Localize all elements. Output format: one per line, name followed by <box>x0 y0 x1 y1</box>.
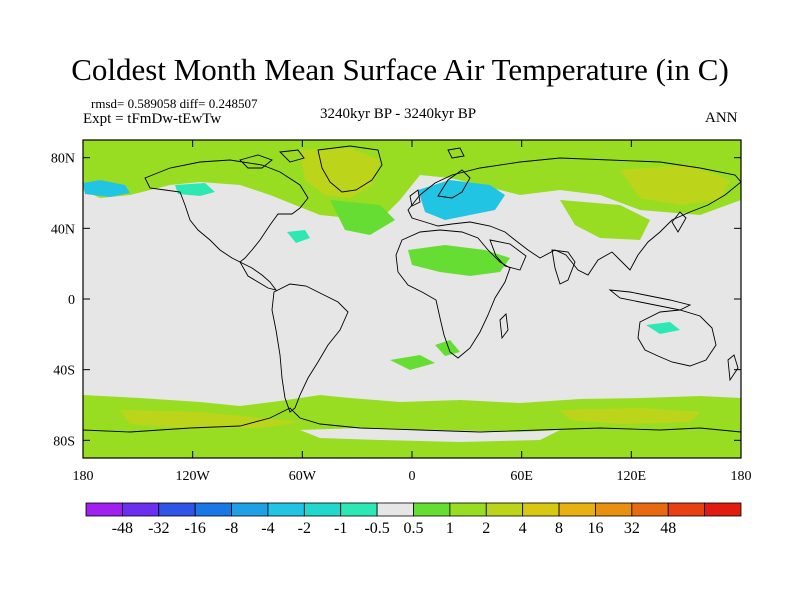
colorbar-label: 1 <box>446 520 454 537</box>
stats-text: rmsd= 0.589058 diff= 0.248507 <box>91 96 258 111</box>
map-panel: 180 120W 60W 0 60E 120E 180 80N 40N 0 40S 80S <box>51 139 752 484</box>
colorbar-swatch <box>485 502 524 517</box>
central-america-coastline <box>238 260 278 291</box>
antarctic-east-warming <box>560 408 700 424</box>
colorbar-swatch <box>121 502 160 517</box>
colorbar-label: -2 <box>298 520 311 537</box>
colorbar-swatch <box>231 502 269 517</box>
colorbar-label: -48 <box>112 520 133 537</box>
experiment-label: Expt = tFmDw-tEwTw <box>83 111 222 127</box>
colorbar-swatch <box>522 502 560 517</box>
colorbar-label: 0.5 <box>404 520 424 537</box>
siberia-anomaly-region <box>620 165 730 205</box>
india-coastline <box>551 249 576 285</box>
colorbar-label: 4 <box>519 520 527 537</box>
arctic-islands-coastline <box>239 154 273 169</box>
antarctica-coastline <box>82 407 742 433</box>
colorbar-label: 48 <box>660 520 676 537</box>
colorbar: -48 -32 -16 -8 -4 -2 -1 -0.5 0.5 1 2 4 8 16 32 48 <box>85 502 742 537</box>
y-tick-label: 80N <box>51 152 75 167</box>
y-tick-label: 40N <box>51 222 75 237</box>
arctic-anomaly-region <box>83 140 741 218</box>
x-tick-label: 120E <box>617 469 647 484</box>
colorbar-swatch <box>340 502 378 517</box>
x-tick-label: 180 <box>73 469 94 484</box>
plot-title: Coldest Month Mean Surface Air Temperatu… <box>71 52 729 87</box>
colorbar-swatch <box>595 502 633 517</box>
greenland-coastline <box>317 145 383 193</box>
north-pacific-cooling-region <box>83 180 130 197</box>
colorbar-swatch <box>631 502 669 517</box>
colorbar-swatch <box>194 502 232 517</box>
north-america-cooling-region <box>175 183 215 196</box>
new-zealand-coastline <box>727 354 739 382</box>
y-tick-label: 80S <box>53 434 75 449</box>
anomaly-fields <box>83 140 741 458</box>
longitude-axis: 180 120W 60W 0 60E 120E 180 <box>73 140 752 484</box>
colorbar-label: -4 <box>261 520 274 537</box>
arctic-islands-coastline-2 <box>279 149 305 163</box>
colorbar-swatch <box>376 502 414 517</box>
colorbar-label: -32 <box>148 520 169 537</box>
colorbar-label: -8 <box>225 520 238 537</box>
mid-pacific-cooling-region <box>287 230 310 243</box>
colorbar-swatch <box>667 502 706 517</box>
scandinavia-coastline <box>437 169 471 199</box>
coastlines <box>82 145 742 433</box>
colorbar-swatch <box>449 502 487 517</box>
x-tick-label: 60W <box>289 469 317 484</box>
colorbar-swatch <box>267 502 305 517</box>
eurasia-coastline <box>407 157 742 276</box>
colorbar-swatch <box>558 502 596 517</box>
british-isles-coastline <box>409 189 421 207</box>
arabia-coastline <box>489 239 527 271</box>
y-tick-label: 40S <box>53 364 75 379</box>
colorbar-swatch <box>704 502 742 517</box>
africa-coastline <box>395 229 511 359</box>
colorbar-swatch <box>303 502 342 517</box>
madagascar-coastline <box>499 313 509 340</box>
colorbar-label: -16 <box>185 520 206 537</box>
australia-coastline <box>637 309 717 367</box>
australia-cooling-region <box>646 322 680 334</box>
period-label: 3240kyr BP - 3240kyr BP <box>320 106 477 122</box>
colorbar-label: 2 <box>482 520 490 537</box>
season-label: ANN <box>705 110 738 126</box>
y-tick-label: 0 <box>68 293 75 308</box>
east-asia-anomaly-region <box>560 200 650 240</box>
colorbar-label: -0.5 <box>364 520 389 537</box>
colorbar-label: 32 <box>624 520 640 537</box>
x-tick-label: 120W <box>176 469 211 484</box>
antarctic-warming-core <box>120 410 300 428</box>
colorbar-label: -1 <box>334 520 347 537</box>
x-tick-label: 180 <box>731 469 752 484</box>
colorbar-swatch <box>158 502 196 517</box>
colorbar-label: 8 <box>555 520 563 537</box>
x-tick-label: 0 <box>409 469 416 484</box>
japan-coastline <box>671 211 687 233</box>
north-africa-anomaly-region <box>408 245 510 276</box>
colorbar-swatch <box>85 502 123 517</box>
colorbar-label: 16 <box>587 520 603 537</box>
europe-cooling-region <box>418 180 505 220</box>
colorbar-swatch <box>413 502 451 517</box>
southern-africa-anomaly-region <box>435 340 460 356</box>
svalbard-coastline <box>447 147 465 159</box>
south-america-coastline <box>271 283 349 413</box>
latitude-axis: 80N 40N 0 40S 80S <box>51 152 741 449</box>
southern-ocean-anomaly-region <box>390 355 435 370</box>
indonesia-coastline <box>608 289 692 311</box>
x-tick-label: 60E <box>510 469 533 484</box>
north-atlantic-anomaly-region <box>330 200 395 235</box>
